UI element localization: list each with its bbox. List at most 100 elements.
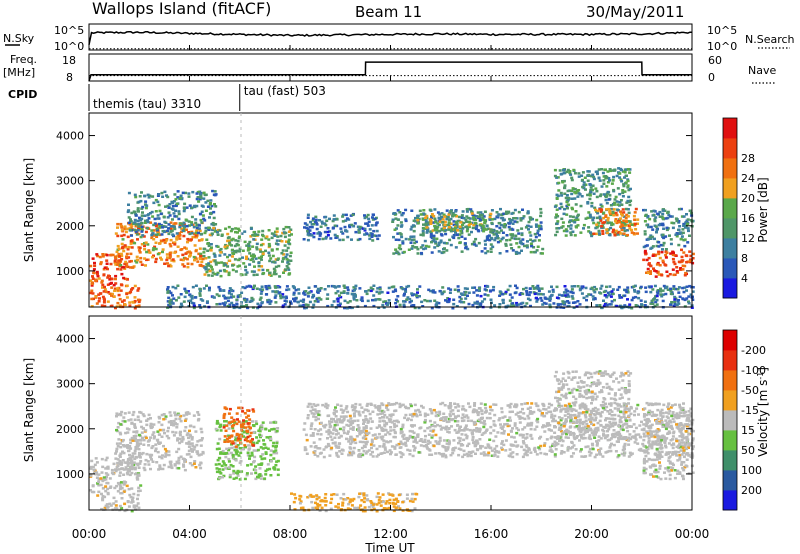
echo-cell bbox=[331, 226, 335, 229]
echo-cell bbox=[650, 235, 654, 239]
echo-cell bbox=[508, 299, 512, 302]
echo-cell bbox=[199, 461, 203, 465]
echo-cell bbox=[642, 258, 646, 262]
echo-cell bbox=[104, 472, 108, 475]
echo-cell bbox=[350, 306, 354, 310]
echo-cell bbox=[372, 234, 376, 237]
echo-cell bbox=[197, 239, 201, 242]
echo-cell bbox=[179, 302, 183, 306]
echo-cell bbox=[568, 189, 572, 192]
echo-cell bbox=[293, 508, 297, 511]
echo-cell bbox=[528, 231, 532, 234]
echo-cell bbox=[191, 444, 195, 448]
echo-cell bbox=[228, 447, 231, 450]
echo-cell bbox=[570, 178, 574, 182]
echo-cell bbox=[373, 433, 377, 436]
echo-cell bbox=[168, 411, 172, 414]
echo-cell bbox=[563, 303, 567, 306]
echo-cell bbox=[177, 212, 181, 216]
echo-cell bbox=[145, 258, 148, 262]
echo-cell bbox=[536, 420, 540, 424]
echo-cell bbox=[341, 220, 345, 223]
echo-cell bbox=[112, 283, 116, 287]
echo-cell bbox=[173, 411, 177, 414]
echo-cell bbox=[398, 507, 402, 510]
echo-cell bbox=[166, 300, 170, 303]
echo-cell bbox=[269, 438, 273, 442]
echo-cell bbox=[117, 252, 121, 256]
echo-cell bbox=[653, 284, 657, 288]
echo-cell bbox=[444, 228, 448, 232]
echo-cell bbox=[158, 209, 162, 213]
echo-cell bbox=[360, 446, 364, 450]
echo-cell bbox=[260, 238, 264, 241]
echo-cell bbox=[582, 184, 586, 187]
echo-cell bbox=[238, 435, 241, 439]
echo-cell bbox=[272, 272, 276, 276]
echo-cell bbox=[613, 234, 617, 237]
echo-cell bbox=[304, 306, 308, 310]
echo-cell bbox=[143, 468, 147, 472]
echo-cell bbox=[590, 233, 594, 236]
echo-cell bbox=[133, 467, 137, 471]
echo-cell bbox=[419, 233, 423, 237]
echo-cell bbox=[562, 169, 565, 172]
echo-cell bbox=[362, 494, 366, 497]
echo-cell bbox=[457, 236, 461, 240]
echo-cell bbox=[558, 169, 562, 172]
echo-cell bbox=[461, 413, 465, 416]
echo-cell bbox=[619, 217, 622, 220]
echo-cell bbox=[437, 250, 441, 253]
echo-cell bbox=[159, 212, 163, 216]
echo-cell bbox=[651, 254, 655, 257]
echo-cell bbox=[633, 284, 637, 288]
echo-cell bbox=[490, 221, 494, 225]
echo-cell bbox=[215, 303, 219, 306]
echo-cell bbox=[216, 458, 220, 462]
echo-cell bbox=[152, 431, 156, 434]
echo-cell bbox=[195, 192, 199, 195]
echo-cell bbox=[183, 207, 187, 211]
echo-cell bbox=[175, 450, 179, 454]
nsearch-tick-bottom: 10^0 bbox=[707, 40, 737, 53]
echo-cell bbox=[100, 507, 104, 511]
echo-cell bbox=[190, 206, 194, 209]
echo-cell bbox=[586, 216, 590, 220]
echo-cell bbox=[228, 243, 232, 246]
echo-cell bbox=[372, 284, 376, 287]
echo-cell bbox=[423, 414, 427, 418]
echo-cell bbox=[100, 281, 104, 284]
echo-cell bbox=[218, 302, 222, 306]
echo-cell bbox=[595, 223, 599, 226]
echo-cell bbox=[328, 230, 332, 233]
echo-cell bbox=[514, 250, 518, 254]
echo-cell bbox=[214, 205, 218, 208]
echo-cell bbox=[114, 469, 118, 473]
echo-cell bbox=[354, 441, 358, 445]
echo-cell bbox=[136, 229, 140, 232]
echo-cell bbox=[604, 214, 608, 217]
echo-cell bbox=[231, 252, 235, 255]
echo-cell bbox=[316, 289, 320, 292]
echo-cell bbox=[136, 415, 140, 418]
echo-cell bbox=[135, 504, 139, 507]
echo-cell bbox=[474, 221, 477, 225]
echo-cell bbox=[586, 193, 590, 197]
echo-cell bbox=[504, 242, 508, 246]
echo-cell bbox=[372, 229, 376, 233]
echo-cell bbox=[155, 235, 159, 238]
echo-cell bbox=[236, 472, 239, 475]
echo-cell bbox=[606, 438, 610, 442]
echo-cell bbox=[140, 228, 144, 232]
echo-cell bbox=[223, 269, 227, 273]
echo-cell bbox=[438, 230, 442, 233]
echo-cell bbox=[657, 273, 661, 276]
echo-cell bbox=[611, 288, 615, 291]
echo-cell bbox=[573, 191, 577, 194]
echo-cell bbox=[536, 404, 540, 408]
echo-cell bbox=[106, 473, 110, 476]
echo-cell bbox=[212, 223, 216, 227]
echo-cell bbox=[235, 412, 239, 415]
echo-cell bbox=[172, 223, 176, 227]
echo-cell bbox=[372, 213, 375, 216]
